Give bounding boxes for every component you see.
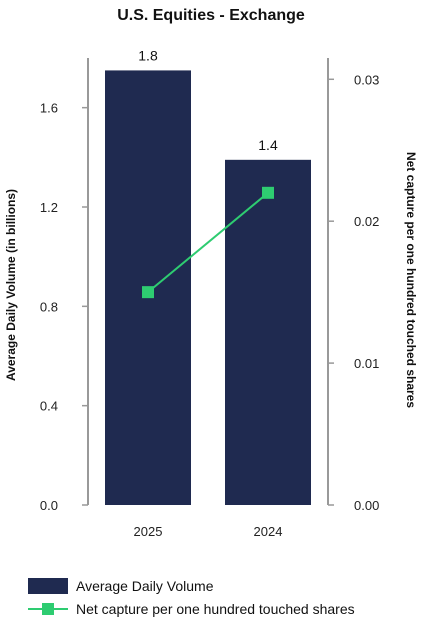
y-tick-right-label: 0.03 — [354, 72, 379, 87]
legend: Average Daily Volume Net capture per one… — [28, 578, 355, 617]
y-tick-left-label: 1.6 — [40, 101, 58, 116]
bar-data-label: 1.4 — [258, 137, 278, 153]
bar — [225, 159, 311, 506]
y-tick-left-label: 1.2 — [40, 200, 58, 215]
legend-swatch-marker — [42, 603, 54, 615]
y-tick-left-label: 0.4 — [40, 399, 58, 414]
bars: 1.8 2025 1.4 2024 — [105, 47, 311, 539]
x-tick-label: 2024 — [254, 524, 283, 539]
y-tick-left-label: 0.0 — [40, 498, 58, 513]
legend-label-volume: Average Daily Volume — [76, 578, 214, 594]
legend-label-net-capture: Net capture per one hundred touched shar… — [76, 601, 355, 617]
y-tick-right-label: 0.02 — [354, 214, 379, 229]
axes: 0.0 0.4 0.8 1.2 1.6 0.00 0.01 0.02 0.03 — [40, 58, 379, 513]
net-capture-point — [262, 186, 274, 199]
net-capture-line — [147, 192, 269, 293]
y-axis-left-title: Average Daily Volume (in billions) — [4, 189, 18, 381]
y-tick-right-label: 0.01 — [354, 356, 379, 371]
net-capture-line-series — [142, 186, 274, 299]
net-capture-point — [142, 286, 154, 299]
y-tick-left-label: 0.8 — [40, 299, 58, 314]
chart-title: U.S. Equities - Exchange — [117, 7, 305, 24]
bar-data-label: 1.8 — [138, 47, 158, 63]
legend-swatch-bar — [28, 578, 68, 594]
x-tick-label: 2025 — [134, 524, 163, 539]
y-axis-right-title: Net capture per one hundred touched shar… — [404, 152, 418, 408]
y-tick-right-label: 0.00 — [354, 498, 379, 513]
